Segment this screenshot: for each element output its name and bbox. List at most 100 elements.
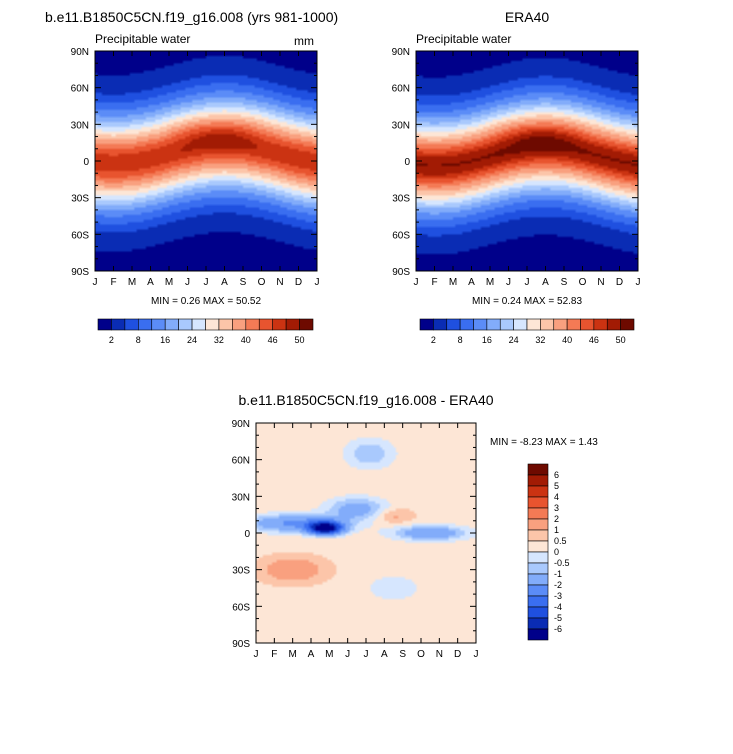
colorbar-box bbox=[245, 318, 260, 331]
colorbar-label: 40 bbox=[241, 335, 251, 345]
y-tick-label: 0 bbox=[244, 529, 250, 540]
y-tick-label: 90N bbox=[71, 47, 89, 58]
colorbar-label: -6 bbox=[554, 624, 562, 634]
colorbar-label: -0.5 bbox=[554, 558, 570, 568]
y-tick-label: 60N bbox=[71, 84, 89, 95]
x-tick-label: J bbox=[474, 649, 479, 660]
panel-title: b.e11.B1850C5CN.f19_g16.008 - ERA40 bbox=[238, 392, 493, 408]
colorbar-label: 8 bbox=[136, 335, 141, 345]
colorbar-box bbox=[620, 318, 635, 331]
x-tick-label: N bbox=[436, 649, 443, 660]
colorbar-label: -2 bbox=[554, 580, 562, 590]
x-tick-label: J bbox=[204, 277, 209, 288]
x-tick-label: D bbox=[454, 649, 461, 660]
y-tick-label: 30N bbox=[232, 492, 250, 503]
colorbar-box bbox=[527, 485, 549, 498]
colorbar-box bbox=[527, 606, 549, 619]
colorbar-label: -1 bbox=[554, 569, 562, 579]
colorbar-label: 40 bbox=[562, 335, 572, 345]
colorbar-label: -4 bbox=[554, 602, 562, 612]
colorbar-box bbox=[527, 474, 549, 487]
y-tick-label: 30S bbox=[71, 194, 89, 205]
colorbar-label: 1 bbox=[554, 525, 559, 535]
x-tick-label: J bbox=[525, 277, 530, 288]
x-tick-label: J bbox=[636, 277, 641, 288]
colorbar-label: 16 bbox=[160, 335, 170, 345]
colorbar-box bbox=[151, 318, 166, 331]
colorbar-box bbox=[593, 318, 608, 331]
colorbar-box bbox=[232, 318, 247, 331]
min-max-stats: MIN = -8.23 MAX = 1.43 bbox=[490, 437, 598, 448]
colorbar-box bbox=[527, 628, 549, 641]
colorbar-label: 32 bbox=[214, 335, 224, 345]
colorbar-box bbox=[499, 318, 514, 331]
x-tick-label: M bbox=[288, 649, 296, 660]
colorbar-box bbox=[205, 318, 220, 331]
colorbar-label: 50 bbox=[616, 335, 626, 345]
x-tick-label: M bbox=[325, 649, 333, 660]
colorbar-box bbox=[285, 318, 300, 331]
x-tick-label: M bbox=[486, 277, 494, 288]
colorbar-label: 16 bbox=[482, 335, 492, 345]
colorbar-box bbox=[527, 507, 549, 520]
x-tick-label: D bbox=[616, 277, 623, 288]
y-tick-label: 60N bbox=[392, 84, 410, 95]
y-tick-label: 0 bbox=[404, 157, 410, 168]
colorbar-box bbox=[459, 318, 474, 331]
x-tick-label: N bbox=[597, 277, 604, 288]
x-tick-label: J bbox=[315, 277, 320, 288]
y-tick-label: 90S bbox=[392, 267, 410, 278]
min-max-stats: MIN = 0.24 MAX = 52.83 bbox=[472, 296, 582, 307]
colorbar-box bbox=[527, 518, 549, 531]
colorbar-box bbox=[513, 318, 528, 331]
colorbar-label: 4 bbox=[554, 492, 559, 502]
colorbar-box bbox=[526, 318, 541, 331]
x-tick-label: J bbox=[254, 649, 259, 660]
x-tick-label: O bbox=[579, 277, 587, 288]
y-tick-label: 60N bbox=[232, 456, 250, 467]
y-tick-label: 30N bbox=[71, 120, 89, 131]
y-tick-label: 90N bbox=[232, 419, 250, 430]
colorbar-label: 46 bbox=[268, 335, 278, 345]
colorbar-box bbox=[606, 318, 621, 331]
colorbar-box bbox=[486, 318, 501, 331]
colorbar-box bbox=[258, 318, 273, 331]
colorbar-label: 2 bbox=[109, 335, 114, 345]
colorbar-label: 2 bbox=[554, 514, 559, 524]
x-tick-label: A bbox=[542, 277, 549, 288]
x-tick-label: O bbox=[258, 277, 266, 288]
x-tick-label: M bbox=[449, 277, 457, 288]
y-tick-label: 90S bbox=[232, 639, 250, 650]
x-tick-label: F bbox=[431, 277, 437, 288]
colorbar-label: 46 bbox=[589, 335, 599, 345]
colorbar-label: -5 bbox=[554, 613, 562, 623]
colorbar-label: 24 bbox=[509, 335, 519, 345]
panel-title: b.e11.B1850C5CN.f19_g16.008 (yrs 981-100… bbox=[45, 9, 338, 25]
heatmap-field bbox=[95, 51, 317, 271]
x-tick-label: F bbox=[271, 649, 277, 660]
x-tick-label: O bbox=[417, 649, 425, 660]
x-tick-label: J bbox=[364, 649, 369, 660]
x-tick-label: A bbox=[468, 277, 475, 288]
x-tick-label: A bbox=[381, 649, 388, 660]
y-tick-label: 0 bbox=[83, 157, 89, 168]
colorbar-box bbox=[527, 496, 549, 509]
x-tick-label: J bbox=[345, 649, 350, 660]
colorbar-box bbox=[553, 318, 568, 331]
colorbar-box bbox=[446, 318, 461, 331]
colorbar-label: 32 bbox=[535, 335, 545, 345]
y-tick-label: 60S bbox=[71, 230, 89, 241]
min-max-stats: MIN = 0.26 MAX = 50.52 bbox=[151, 296, 261, 307]
colorbar-box bbox=[527, 529, 549, 542]
panel-subtitle: Precipitable water bbox=[95, 32, 190, 46]
y-tick-label: 90N bbox=[392, 47, 410, 58]
colorbar-box bbox=[272, 318, 287, 331]
colorbar-label: 6 bbox=[554, 470, 559, 480]
x-tick-label: D bbox=[295, 277, 302, 288]
panel-subtitle: Precipitable water bbox=[416, 32, 511, 46]
colorbar-label: 5 bbox=[554, 481, 559, 491]
colorbar-box bbox=[566, 318, 581, 331]
colorbar-box bbox=[527, 463, 549, 476]
x-tick-label: S bbox=[240, 277, 247, 288]
x-tick-label: J bbox=[185, 277, 190, 288]
